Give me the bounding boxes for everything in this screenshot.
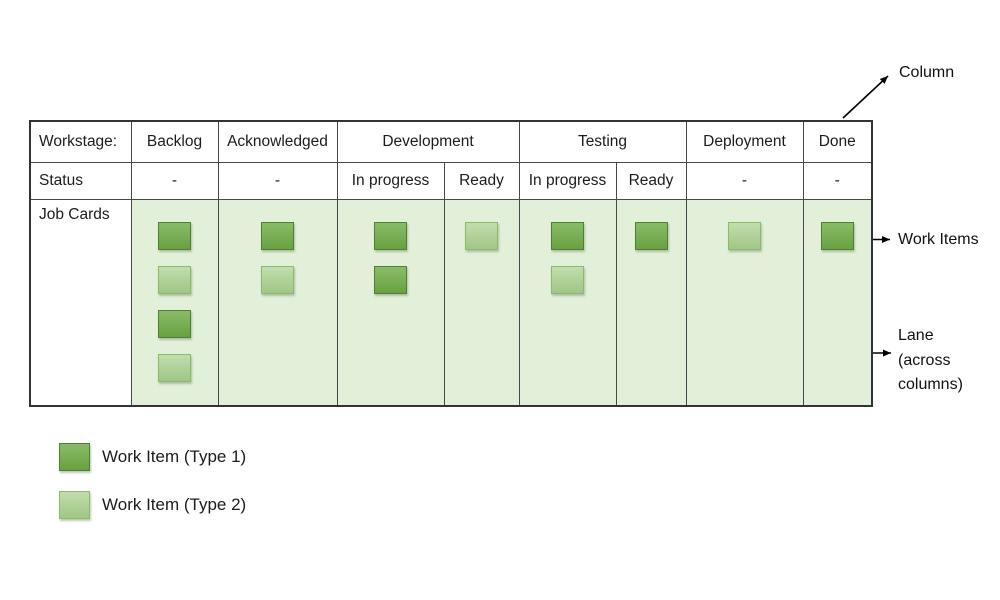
work-item-type1-square (634, 222, 668, 250)
status-cell-development-in-progress: In progress (336, 162, 445, 200)
lane-cell-development-in-progress (336, 199, 445, 407)
status-cell-development-ready: Ready (443, 162, 520, 200)
lane-cell-deployment (685, 199, 804, 407)
status-cell-testing-in-progress: In progress (518, 162, 617, 200)
stage-header-backlog: Backlog (130, 120, 219, 163)
work-item-type2-square (465, 222, 498, 250)
stage-header-acknowledged: Acknowledged (217, 120, 338, 163)
stage-header-testing: Testing (518, 120, 687, 163)
status-cell-acknowledged: - (217, 162, 338, 200)
work-item-type1-square (158, 310, 191, 338)
work-item-type1-square (261, 222, 294, 250)
work-item-stack (445, 200, 518, 250)
lane-cell-acknowledged (217, 199, 338, 407)
work-item-type1-square (374, 222, 407, 250)
kanban-board-table: Workstage: Backlog Acknowledged Development… (29, 120, 873, 407)
work-item-type1-square (820, 222, 854, 250)
status-row: Status - - In progress Ready In progress Ready… (29, 162, 873, 200)
work-item-stack (687, 200, 802, 250)
work-item-type2-square (728, 222, 761, 250)
legend-label-type2: Work Item (Type 2) (102, 495, 247, 514)
column-arrow (842, 75, 889, 119)
work-item-type2-square (551, 266, 584, 294)
job-cards-row: Job Cards (29, 199, 873, 407)
lane-cell-done (802, 199, 873, 407)
legend: Work Item (Type 1) Work Item (Type 2) (59, 443, 246, 539)
legend-item-type2: Work Item (Type 2) (59, 491, 246, 519)
work-item-stack (520, 200, 615, 294)
legend-swatch-type1-icon (59, 443, 90, 471)
column-annotation-label: Column (899, 64, 955, 81)
work-item-type1-square (551, 222, 584, 250)
lane-cell-testing-in-progress (518, 199, 617, 407)
workstage-row-label: Workstage: (29, 120, 132, 163)
stage-header-done: Done (802, 120, 873, 163)
work-item-stack (804, 200, 871, 250)
status-row-label: Status (29, 162, 132, 200)
status-cell-testing-ready: Ready (615, 162, 687, 200)
work-items-annotation-label: Work Items (898, 231, 979, 248)
legend-item-type1: Work Item (Type 1) (59, 443, 246, 471)
work-item-stack (617, 200, 685, 250)
status-cell-done: - (802, 162, 873, 200)
job-cards-row-label: Job Cards (29, 199, 132, 407)
work-item-type1-square (374, 266, 407, 294)
work-item-type2-square (158, 354, 191, 382)
stage-header-development: Development (336, 120, 520, 163)
kanban-board: Workstage: Backlog Acknowledged Development… (29, 120, 873, 407)
work-item-type2-square (158, 266, 191, 294)
work-item-stack (132, 200, 217, 382)
status-cell-backlog: - (130, 162, 219, 200)
work-item-type1-square (158, 222, 191, 250)
lane-cell-testing-ready (615, 199, 687, 407)
legend-swatch-type2-icon (59, 491, 90, 519)
work-item-stack (338, 200, 443, 294)
work-item-type2-square (261, 266, 294, 294)
workstage-header-row: Workstage: Backlog Acknowledged Development… (29, 120, 873, 163)
lane-cell-development-ready (443, 199, 520, 407)
lane-annotation-label: Lane (across columns) (898, 327, 963, 393)
legend-label-type1: Work Item (Type 1) (102, 447, 247, 466)
stage-header-deployment: Deployment (685, 120, 804, 163)
lane-cell-backlog (130, 199, 219, 407)
status-cell-deployment: - (685, 162, 804, 200)
work-item-stack (219, 200, 336, 294)
